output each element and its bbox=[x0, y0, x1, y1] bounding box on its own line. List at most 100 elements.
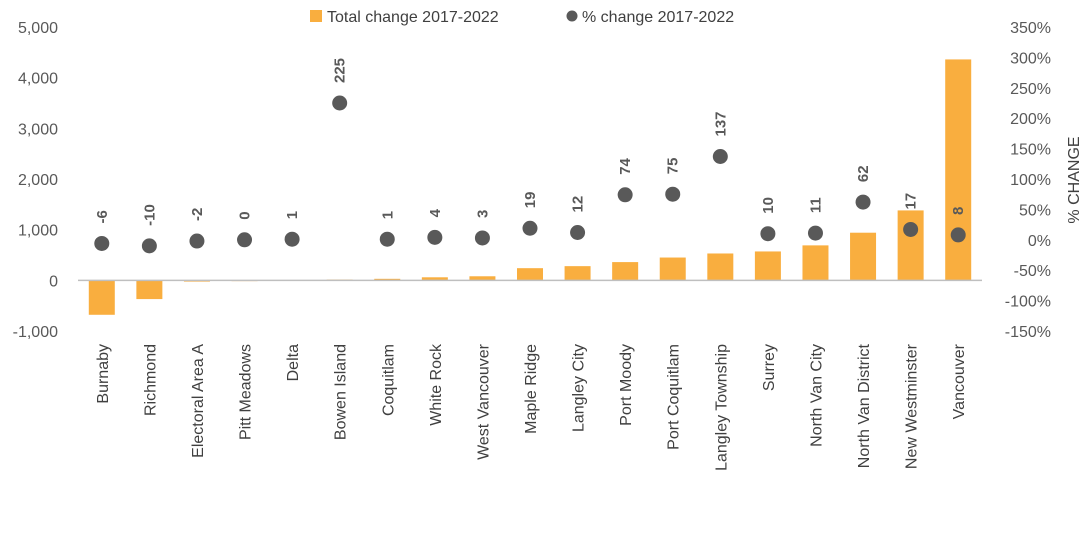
category-labels: Burnaby Richmond Electoral Area A Pitt Mead… bbox=[95, 343, 968, 471]
category-label: Port Moody bbox=[618, 344, 635, 426]
dot-value-label: -2 bbox=[189, 208, 206, 221]
bar bbox=[850, 232, 877, 281]
bar bbox=[945, 59, 972, 281]
dot-value-label: -10 bbox=[141, 204, 158, 226]
category-label: North Van City bbox=[808, 344, 825, 447]
dot-value-label: 62 bbox=[855, 165, 872, 182]
category-label: Langley City bbox=[571, 344, 588, 432]
legend-bar-label: Total change 2017-2022 bbox=[327, 9, 499, 26]
dot bbox=[617, 187, 633, 203]
category-label: North Van District bbox=[856, 343, 873, 468]
left-tick-label: 2,000 bbox=[18, 172, 58, 189]
dot bbox=[570, 225, 586, 241]
category-label: Richmond bbox=[142, 344, 159, 416]
dot-value-label: 4 bbox=[427, 208, 444, 217]
dot-value-label: 11 bbox=[807, 197, 824, 213]
dot-value-label: 17 bbox=[903, 193, 920, 210]
right-tick-label: 50% bbox=[1019, 202, 1051, 219]
left-tick-label: 1,000 bbox=[18, 223, 58, 240]
dot bbox=[903, 221, 919, 237]
left-axis-ticks: -1,000 0 1,000 2,000 3,000 4,000 5,000 bbox=[13, 20, 58, 341]
dot-value-label: 225 bbox=[332, 58, 349, 83]
category-label: White Rock bbox=[428, 343, 445, 426]
right-tick-label: 350% bbox=[1010, 20, 1051, 37]
category-label: Vancouver bbox=[951, 343, 968, 419]
category-label: New Westminster bbox=[904, 343, 921, 469]
bar bbox=[754, 251, 781, 281]
dot bbox=[474, 230, 490, 246]
dot-value-label: 1 bbox=[284, 211, 301, 219]
dot bbox=[141, 238, 157, 254]
dot-value-label: 0 bbox=[237, 211, 254, 219]
dot-value-label: 75 bbox=[665, 158, 682, 175]
category-label: Pitt Meadows bbox=[238, 344, 255, 440]
bar bbox=[897, 210, 924, 281]
dot-value-label: 10 bbox=[760, 197, 777, 214]
dot bbox=[950, 227, 966, 243]
right-tick-label: 200% bbox=[1010, 111, 1051, 128]
right-tick-label: 300% bbox=[1010, 50, 1051, 67]
category-label: Burnaby bbox=[95, 344, 112, 404]
bar bbox=[374, 278, 401, 281]
category-label: Surrey bbox=[761, 344, 778, 391]
dot bbox=[189, 233, 205, 249]
bar bbox=[469, 276, 496, 281]
legend-bar-swatch bbox=[310, 10, 322, 22]
left-tick-label: 5,000 bbox=[18, 20, 58, 37]
dot bbox=[379, 231, 395, 247]
dot bbox=[332, 95, 348, 111]
bar bbox=[612, 262, 639, 281]
left-tick-label: 0 bbox=[49, 273, 58, 290]
right-tick-label: -50% bbox=[1014, 263, 1051, 280]
category-label: Delta bbox=[285, 344, 302, 381]
category-label: Coquitlam bbox=[380, 344, 397, 416]
dot bbox=[855, 194, 871, 210]
dot bbox=[284, 231, 300, 247]
bar bbox=[136, 280, 163, 300]
category-label: Langley Township bbox=[713, 344, 730, 471]
dot-value-label: 74 bbox=[617, 157, 634, 174]
dot-value-labels: -6 -10 -2 0 1 225 1 4 3 19 12 74 75 137 10 11 62 17 8 bbox=[94, 58, 967, 226]
left-tick-label: 3,000 bbox=[18, 121, 58, 138]
category-label: West Vancouver bbox=[475, 343, 492, 460]
bar bbox=[564, 266, 591, 281]
right-tick-label: -100% bbox=[1005, 294, 1051, 311]
legend: Total change 2017-2022 % change 2017-202… bbox=[310, 9, 734, 26]
dot bbox=[522, 220, 538, 236]
right-tick-label: 100% bbox=[1010, 172, 1051, 189]
left-tick-label: -1,000 bbox=[13, 324, 58, 341]
dot bbox=[237, 232, 253, 248]
right-tick-label: 150% bbox=[1010, 142, 1051, 159]
dot bbox=[427, 229, 443, 245]
right-axis-title: % CHANGE bbox=[1066, 136, 1083, 223]
legend-dot-swatch bbox=[566, 10, 578, 22]
category-label: Electoral Area A bbox=[190, 344, 207, 458]
left-tick-label: 4,000 bbox=[18, 71, 58, 88]
dot bbox=[760, 226, 776, 242]
bar-series bbox=[88, 59, 972, 315]
dot-value-label: 3 bbox=[474, 210, 491, 218]
bar bbox=[659, 257, 686, 281]
dot-value-label: 19 bbox=[522, 192, 539, 209]
category-label: Bowen Island bbox=[333, 344, 350, 440]
bar bbox=[802, 245, 829, 281]
dot bbox=[712, 149, 728, 165]
right-tick-label: 0% bbox=[1028, 233, 1051, 250]
dot-series bbox=[94, 95, 966, 254]
bar bbox=[88, 280, 115, 315]
dot-value-label: 12 bbox=[570, 196, 587, 213]
bar bbox=[517, 268, 543, 281]
dot-value-label: -6 bbox=[94, 210, 111, 223]
legend-dot-label: % change 2017-2022 bbox=[582, 9, 734, 26]
dot bbox=[665, 186, 681, 202]
right-axis-ticks: -150% -100% -50% 0% 50% 100% 150% 200% 250% 300% 3… bbox=[1005, 20, 1051, 341]
category-label: Port Coquitlam bbox=[666, 344, 683, 450]
dot bbox=[94, 235, 110, 251]
dot-value-label: 1 bbox=[379, 211, 396, 219]
dot-value-label: 8 bbox=[950, 207, 967, 215]
dot bbox=[807, 225, 823, 241]
category-label: Maple Ridge bbox=[523, 344, 540, 434]
dot-value-label: 137 bbox=[712, 111, 729, 136]
right-tick-label: -150% bbox=[1005, 324, 1051, 341]
